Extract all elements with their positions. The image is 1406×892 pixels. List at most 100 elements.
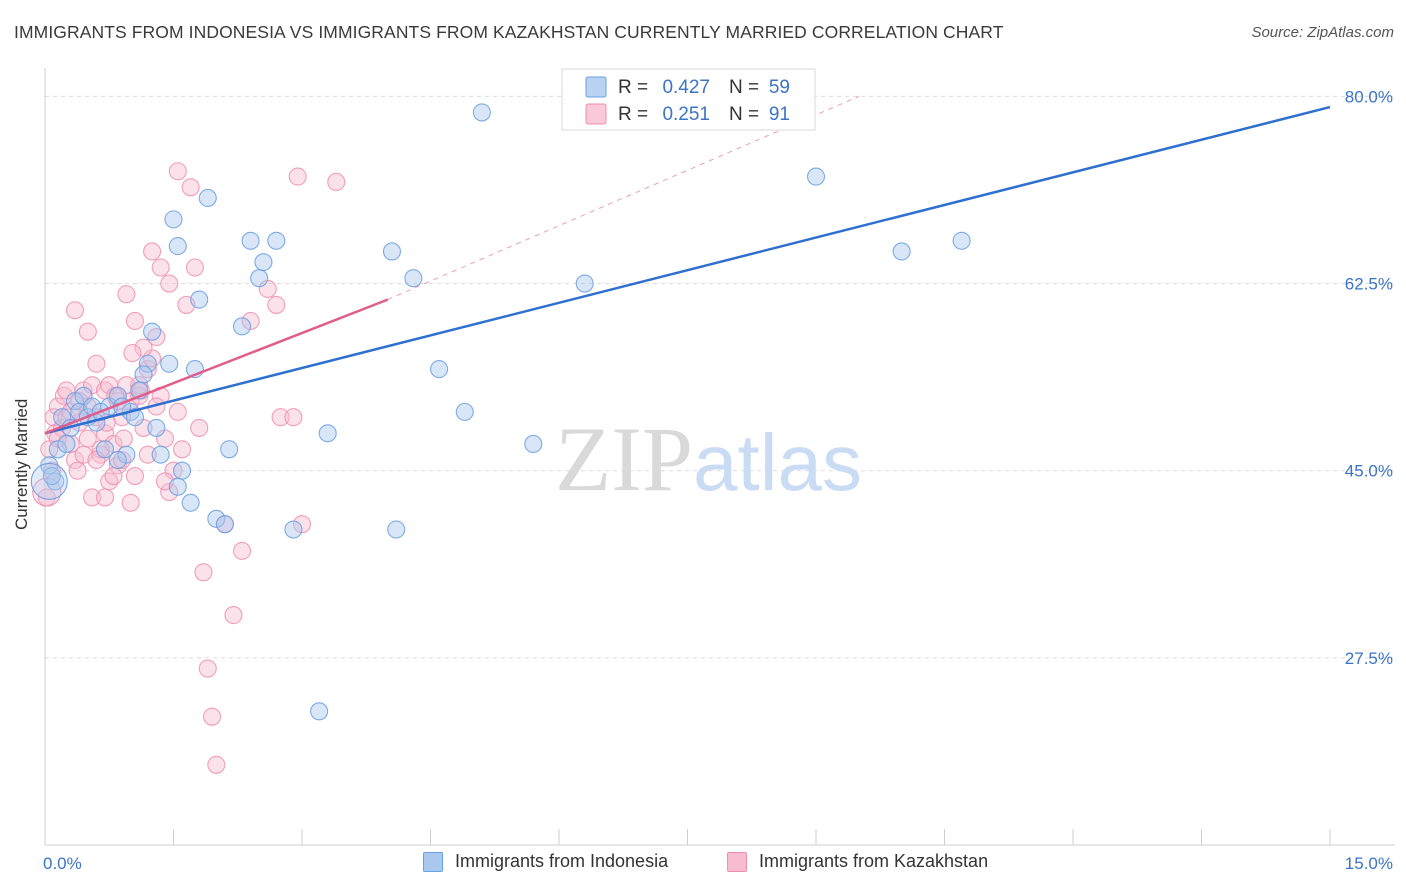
watermark-zip: ZIP (555, 408, 693, 510)
kazakhstan-point-65 (143, 242, 162, 261)
kazakhstan-point-62 (117, 285, 136, 304)
indonesia-point-47 (806, 167, 826, 186)
indonesia-point-31 (232, 317, 252, 336)
indonesia-point-41 (404, 269, 423, 288)
kazakhstan-point-67 (160, 274, 179, 293)
kazakhstan-point-59 (87, 354, 106, 373)
indonesia-point-55 (57, 434, 76, 454)
kazakhstan-trend-line (44, 298, 389, 435)
indonesia-point-39 (387, 520, 406, 539)
trend-lines (44, 95, 1331, 435)
kazakhstan-point-90 (284, 408, 303, 427)
indonesia-point-42 (430, 360, 449, 379)
kazakhstan-point-37 (168, 402, 187, 421)
indonesia-point-21 (160, 354, 179, 373)
bottom-legend: Immigrants from Indonesia Immigrants fro… (0, 851, 1406, 879)
indonesia-point-49 (952, 231, 971, 250)
indonesia-point-11 (95, 440, 115, 459)
kazakhstan-point-49 (232, 541, 252, 560)
legend-swatch-0 (585, 76, 607, 98)
watermark: ZIPatlas (555, 408, 862, 510)
x-tick-label-1: 15.0% (1345, 854, 1393, 873)
indonesia-point-17 (138, 354, 157, 373)
indonesia-point-57 (108, 450, 127, 470)
legend-swatch-1 (585, 103, 607, 125)
indonesia-point-51 (168, 237, 187, 256)
kazakhstan-point-63 (125, 311, 144, 331)
indonesia-point-38 (318, 424, 337, 443)
kazakhstan-point-73 (95, 488, 115, 507)
kazakhstan-point-72 (91, 440, 110, 459)
legend-n-label-0: N = (729, 77, 759, 98)
kazakhstan-point-54 (288, 167, 307, 186)
indonesia-point-48 (892, 242, 911, 261)
kazakhstan-point-46 (207, 755, 226, 774)
indonesia-point-5 (65, 392, 85, 411)
legend-swatch-indonesia (423, 851, 443, 872)
kazakhstan-point-40 (181, 178, 200, 197)
indonesia-point-40 (382, 242, 402, 261)
tick-labels: 27.5% 45.0% 62.5% 80.0% 0.0% 15.0% (43, 87, 1393, 873)
indonesia-point-30 (220, 440, 239, 459)
kazakhstan-point-74 (104, 466, 123, 486)
legend-n-label-1: N = (729, 104, 759, 125)
kazakhstan-point-66 (151, 258, 170, 277)
indonesia-point-29 (215, 515, 234, 534)
kazakhstan-point-52 (267, 295, 286, 314)
kazakhstan-point-55 (292, 515, 312, 534)
indonesia-point-45 (524, 434, 543, 454)
legend-label-kazakhstan: Immigrants from Kazakhstan (759, 851, 989, 871)
indonesia-point-27 (198, 188, 217, 208)
indonesia-point-23 (173, 461, 192, 480)
indonesia-point-18 (143, 322, 162, 341)
kazakhstan-point-71 (83, 488, 102, 507)
legend-n-value-1: 91 (769, 104, 790, 125)
indonesia-point-28 (207, 509, 226, 528)
indonesia-point-20 (151, 445, 170, 464)
indonesia-point-35 (267, 231, 286, 250)
watermark-atlas: atlas (693, 418, 862, 507)
indonesia-point-26 (190, 290, 209, 309)
kazakhstan-point-41 (185, 258, 204, 277)
kazakhstan-point-11 (68, 461, 87, 480)
indonesia-point-56 (134, 365, 153, 384)
x-tick-label-0: 0.0% (43, 854, 82, 873)
indonesia-point-54 (125, 408, 144, 427)
kazakhstan-point-76 (121, 493, 140, 512)
indonesia-point-58 (42, 466, 61, 486)
indonesia-point-24 (181, 493, 200, 512)
kazakhstan-point-50 (241, 311, 260, 331)
indonesia-point-46 (575, 274, 594, 293)
kazakhstan-point-57 (65, 301, 85, 320)
y-tick-label-1: 45.0% (1345, 462, 1393, 481)
legend-r-label-0: R = (618, 77, 648, 98)
legend-item-indonesia[interactable]: Immigrants from Indonesia (423, 851, 668, 872)
source-label: Source: ZipAtlas.com (1251, 24, 1394, 41)
indonesia-point-33 (250, 269, 269, 288)
kazakhstan-point-68 (168, 162, 187, 181)
indonesia-point-32 (241, 231, 260, 250)
indonesia-point-50 (164, 210, 183, 229)
indonesia-point-43 (455, 402, 474, 421)
kazakhstan-point-10 (65, 450, 85, 470)
kazakhstan-point-45 (203, 707, 222, 726)
kazakhstan-point-56 (327, 172, 346, 191)
chart-title: IMMIGRANTS FROM INDONESIA VS IMMIGRANTS … (14, 22, 1004, 42)
gridlines (45, 95, 1395, 659)
legend-item-kazakhstan[interactable]: Immigrants from Kazakhstan (727, 851, 988, 872)
y-tick-label-2: 62.5% (1345, 275, 1393, 294)
kazakhstan-point-42 (190, 418, 209, 437)
indonesia-trend-line (44, 105, 1331, 435)
indonesia-points (30, 103, 971, 721)
kazakhstan-point-88 (123, 344, 142, 363)
y-tick-label-3: 80.0% (1345, 87, 1393, 106)
kazakhstan-point-53 (271, 408, 290, 427)
legend-box: R = 0.427 N = 59 R = 0.251 N = 91 (561, 68, 816, 131)
indonesia-point-19 (147, 418, 166, 437)
kazakhstan-point-87 (114, 429, 133, 448)
kazakhstan-point-43 (194, 563, 213, 582)
indonesia-point-44 (472, 103, 491, 122)
y-tick-label-0: 27.5% (1345, 649, 1393, 668)
indonesia-point-1 (46, 472, 65, 491)
